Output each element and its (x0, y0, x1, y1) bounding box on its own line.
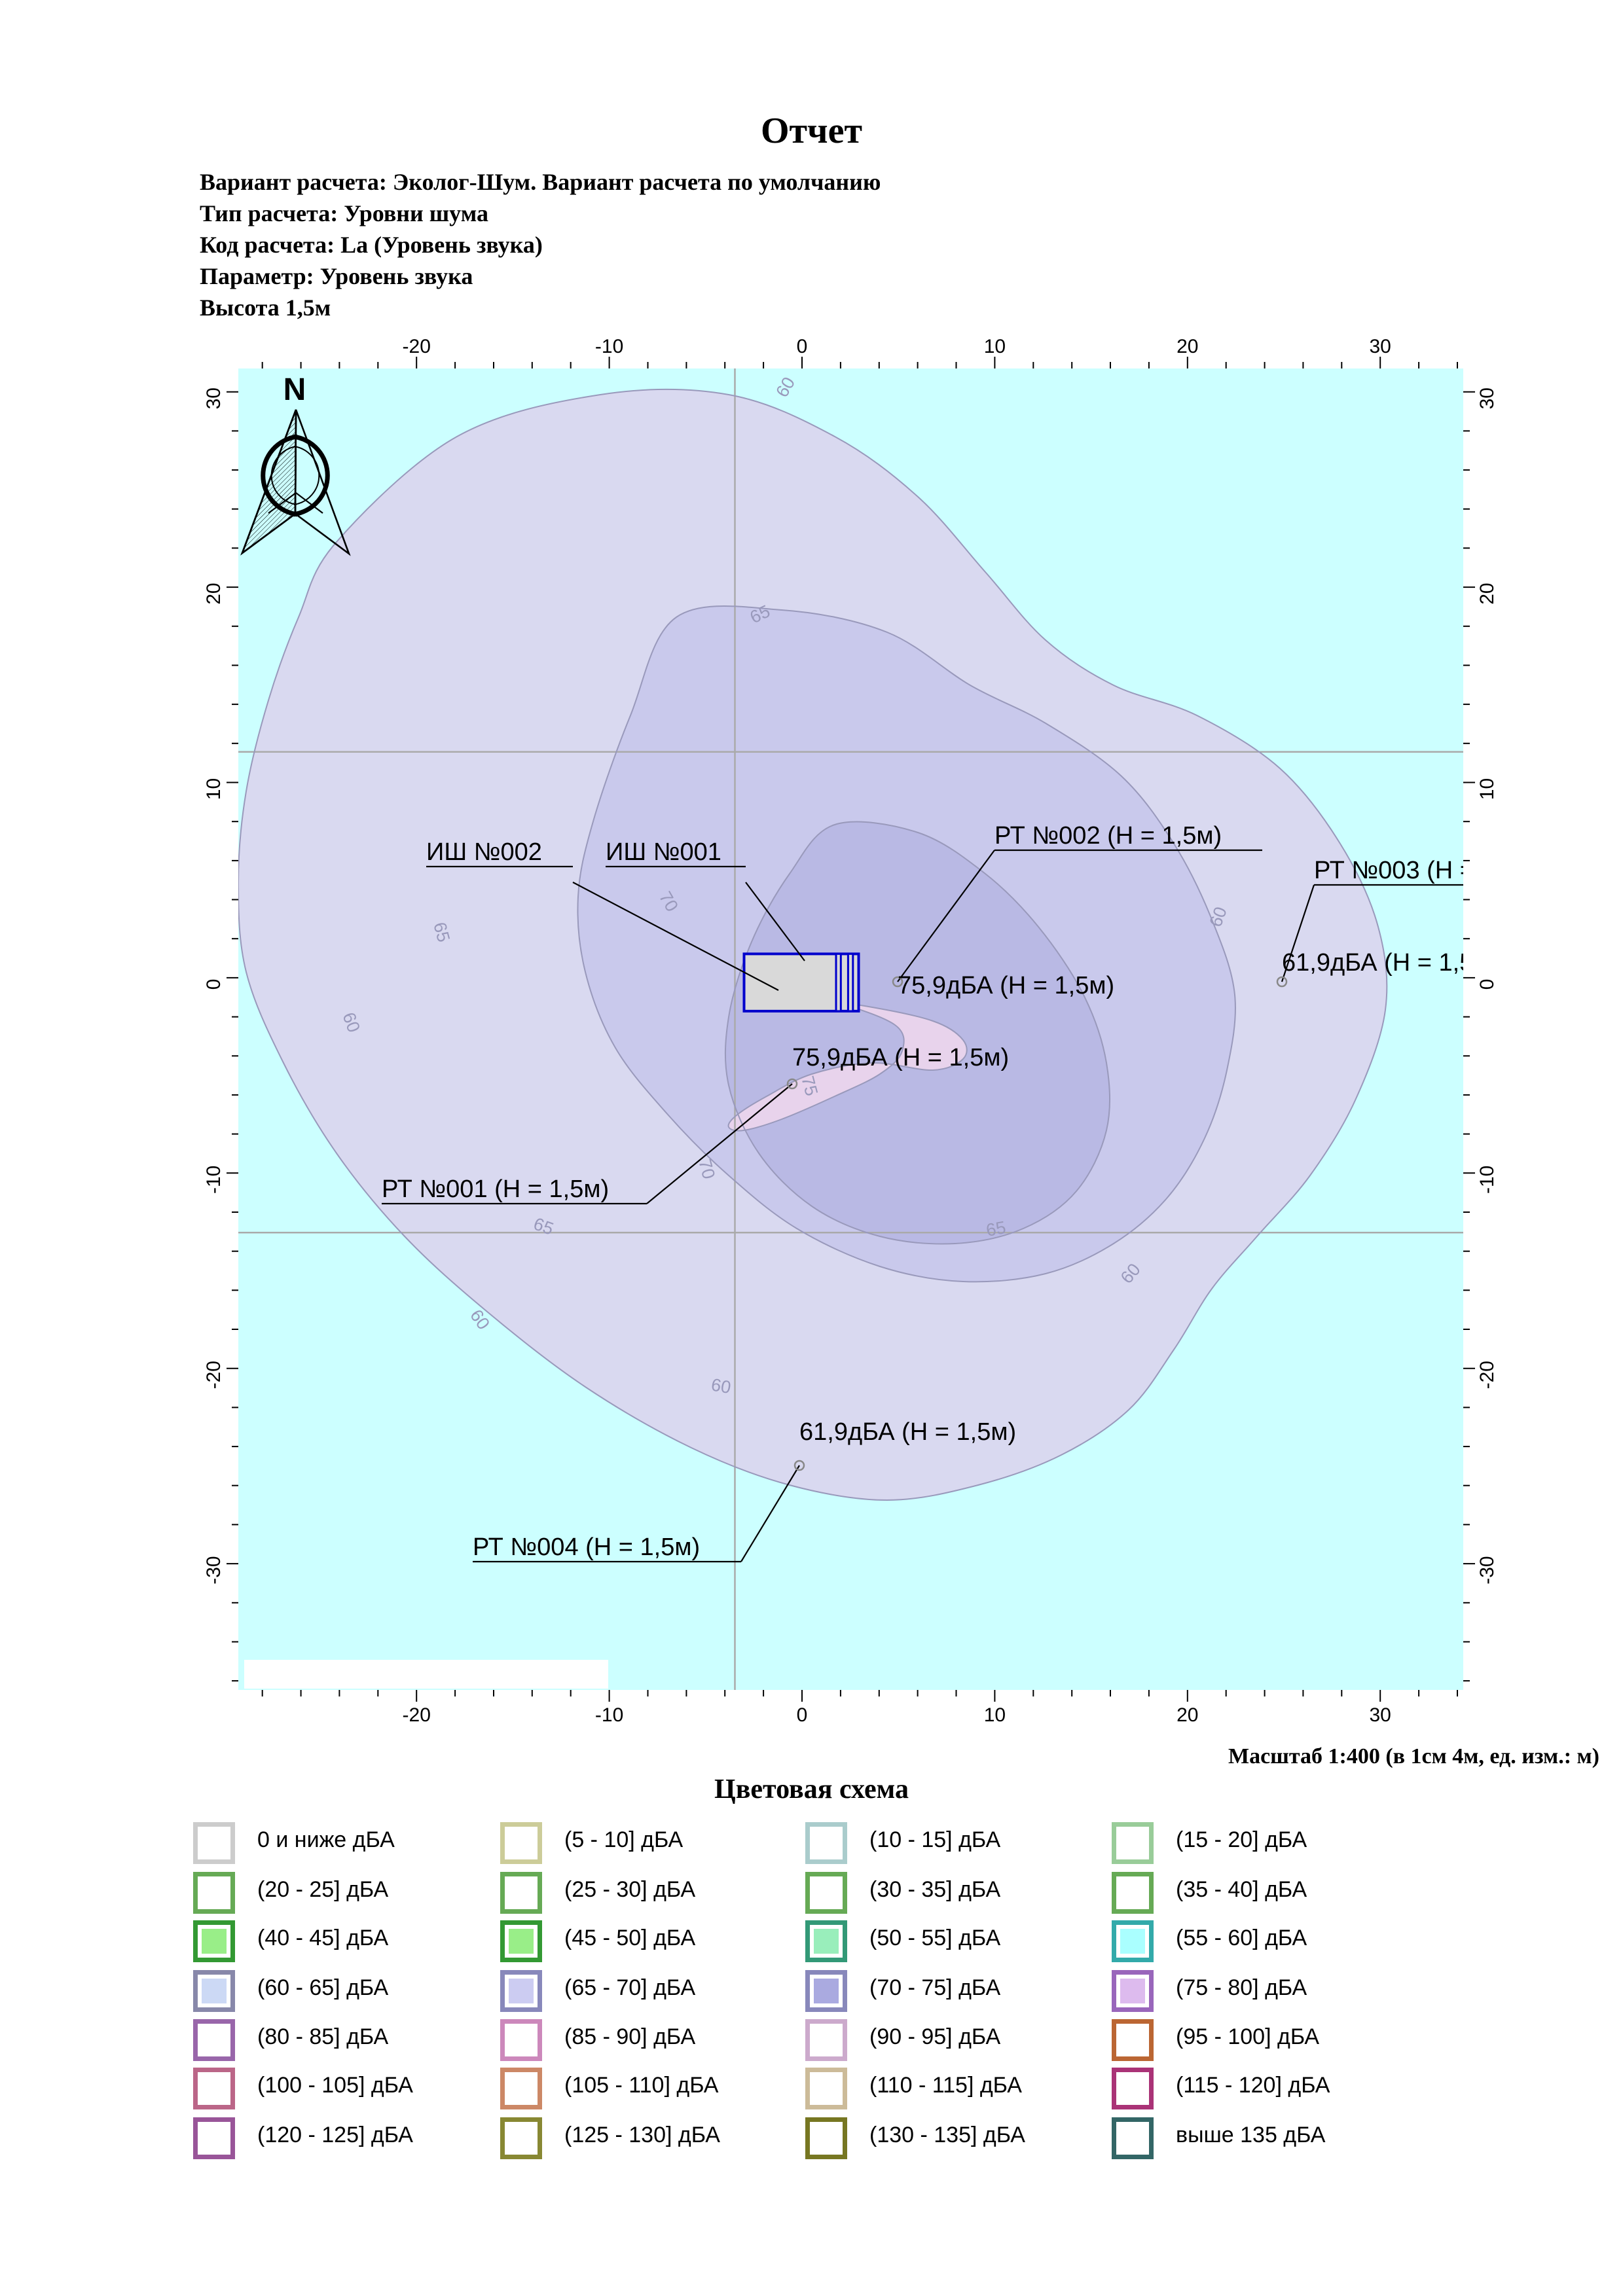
svg-text:-30: -30 (1476, 1556, 1498, 1584)
svg-text:10: 10 (203, 778, 225, 800)
svg-text:-30: -30 (203, 1556, 225, 1584)
svg-text:-10: -10 (595, 336, 623, 357)
svg-text:30: 30 (1370, 1704, 1391, 1726)
svg-text:-20: -20 (403, 336, 431, 357)
svg-text:0: 0 (1476, 979, 1498, 990)
svg-text:10: 10 (984, 336, 1006, 357)
svg-text:-10: -10 (1476, 1166, 1498, 1194)
svg-text:30: 30 (1476, 387, 1498, 409)
svg-text:10: 10 (984, 1704, 1006, 1726)
svg-text:30: 30 (1370, 336, 1391, 357)
svg-text:0: 0 (797, 336, 808, 357)
svg-text:-20: -20 (203, 1361, 225, 1389)
svg-text:-10: -10 (595, 1704, 623, 1726)
svg-text:30: 30 (203, 387, 225, 409)
svg-text:0: 0 (797, 1704, 808, 1726)
svg-text:20: 20 (1476, 583, 1498, 604)
svg-text:20: 20 (203, 583, 225, 604)
svg-text:-10: -10 (203, 1166, 225, 1194)
svg-text:20: 20 (1176, 336, 1198, 357)
svg-text:-20: -20 (403, 1704, 431, 1726)
svg-text:10: 10 (1476, 778, 1498, 800)
svg-text:20: 20 (1176, 1704, 1198, 1726)
svg-text:-20: -20 (1476, 1361, 1498, 1389)
svg-text:0: 0 (203, 979, 225, 990)
